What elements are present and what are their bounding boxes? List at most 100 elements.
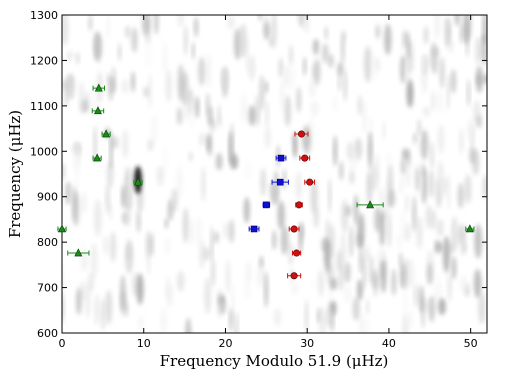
power-smudge [434,15,441,39]
x-axis-label: Frequency Modulo 51.9 (μHz) [160,352,389,370]
power-smudge [327,263,333,284]
power-smudge [412,132,417,144]
power-smudge [399,177,404,195]
power-smudge [295,171,302,201]
power-smudge [125,25,131,39]
power-smudge [229,307,233,332]
power-smudge [324,26,328,40]
power-smudge [402,148,409,161]
power-smudge [121,78,130,94]
power-smudge [362,256,366,290]
power-smudge [213,231,219,244]
power-smudge [103,235,109,255]
power-smudge [308,78,316,99]
power-smudge [310,100,319,117]
power-smudge [122,129,129,159]
triangle-marker [93,106,102,115]
power-smudge [302,15,310,34]
power-smudge [225,259,231,294]
x-tick-label: 30 [300,337,314,350]
power-smudge [264,80,269,94]
power-smudge [474,223,483,259]
power-smudge [290,282,299,295]
power-smudge [62,292,65,324]
power-smudge [457,182,464,209]
power-smudge [419,285,424,314]
power-smudge [357,94,363,116]
power-smudge [106,72,111,84]
power-smudge [280,225,289,255]
power-smudge [400,157,407,175]
power-smudge [428,169,435,198]
power-smudge [438,298,446,316]
power-smudge [421,162,426,177]
circle-marker [290,225,298,233]
y-tick-label: 1100 [30,100,58,113]
power-smudge [199,239,205,269]
power-smudge [185,317,192,333]
power-smudge [318,306,327,333]
power-smudge [66,50,73,61]
power-smudge [313,58,321,86]
power-smudge [426,262,433,286]
power-smudge [362,101,367,135]
x-tick-label: 40 [382,337,396,350]
power-smudge [387,163,394,193]
power-smudge [482,175,487,200]
power-smudge [466,118,475,143]
power-smudge [423,26,429,45]
power-smudge [333,135,338,167]
power-smudge [195,216,202,248]
power-smudge [387,189,396,208]
power-smudge [264,271,269,308]
power-smudge [227,15,235,30]
power-smudge [353,153,359,165]
power-smudge [147,139,154,152]
power-smudge [321,237,329,252]
power-smudge [166,283,173,308]
power-smudge [284,94,291,127]
power-smudge [387,211,392,248]
power-smudge [482,74,487,85]
power-smudge [94,293,99,326]
power-smudge [144,35,153,69]
power-smudge [458,223,464,247]
power-smudge [344,261,351,283]
square-marker [276,178,284,186]
power-smudge [149,232,154,257]
power-smudge [367,130,373,169]
power-smudge [349,225,354,258]
power-smudge [406,258,415,289]
power-smudge [430,141,435,170]
power-smudge [379,211,386,247]
power-smudge [219,295,227,314]
power-smudge [431,44,440,75]
power-smudge [94,199,102,237]
power-smudge [442,235,451,273]
power-smudge [460,274,468,294]
circle-marker [293,249,301,257]
power-background [62,15,487,333]
triangle-marker [58,224,66,233]
power-smudge [375,24,381,39]
power-smudge [383,200,390,219]
power-smudge [417,119,422,136]
y-tick-label: 900 [37,191,58,204]
power-smudge [68,185,73,201]
power-smudge [405,193,409,213]
power-smudge [399,55,407,84]
power-smudge [478,292,486,324]
power-smudge [146,253,151,276]
power-smudge [405,167,412,188]
power-smudge [427,54,433,67]
power-smudge [436,90,444,114]
power-smudge [108,202,113,221]
circle-marker [301,154,309,162]
power-smudge [75,52,80,65]
power-smudge [189,218,194,246]
power-smudge [136,210,141,233]
power-smudge [181,71,189,106]
x-tick-label: 20 [218,337,232,350]
